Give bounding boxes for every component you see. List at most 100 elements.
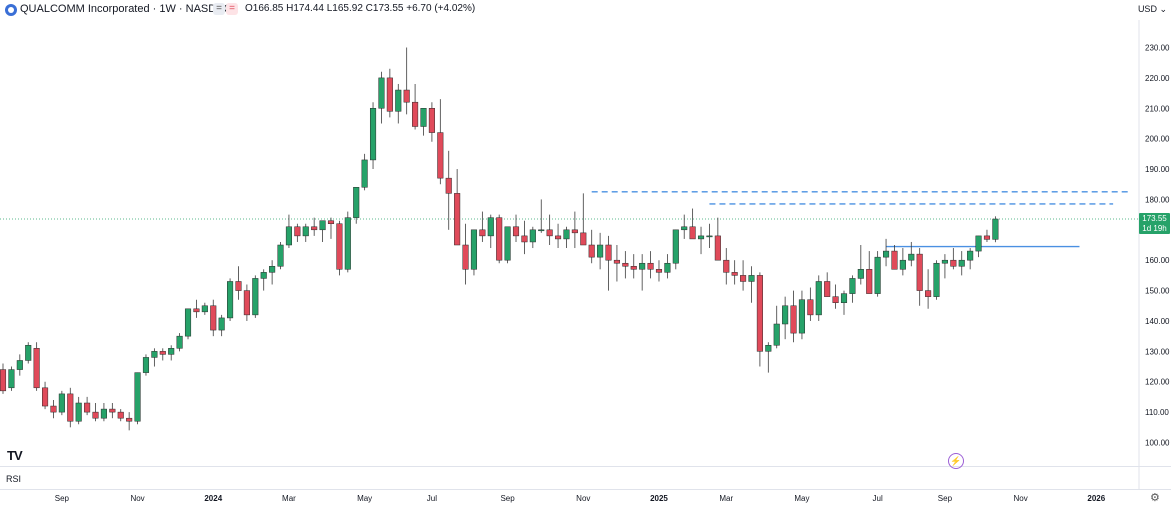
candle [815, 275, 822, 321]
candle [134, 372, 141, 425]
tradingview-logo[interactable]: TV [7, 448, 23, 463]
candle [353, 187, 360, 224]
gear-icon[interactable]: ⚙ [1150, 492, 1160, 504]
candle-body [622, 262, 629, 267]
symbol-title[interactable]: QUALCOMM Incorporated · 1W · NASDAQ [20, 3, 233, 15]
price-tick-label: 130.00 [1145, 347, 1170, 356]
candle-body [613, 259, 620, 264]
candle-body [285, 226, 292, 246]
candle [285, 214, 292, 249]
candle-body [269, 266, 276, 273]
candle [487, 214, 494, 249]
candle [142, 354, 150, 376]
candle [176, 333, 183, 352]
candle-body [420, 108, 427, 127]
candle [866, 251, 873, 294]
candle-body [975, 235, 982, 252]
candle [681, 214, 688, 239]
candle [908, 241, 915, 267]
candle-body [967, 250, 974, 261]
price-axis[interactable]: 100.00 110.00 120.00 130.00 140.00 150.00 160.… [1145, 44, 1170, 448]
level-lines[interactable] [0, 191, 1139, 248]
time-tick-label: May [357, 494, 372, 503]
candle [798, 290, 806, 340]
candle [0, 363, 7, 394]
flash-icon[interactable]: ⚡ [948, 453, 964, 469]
candle [756, 272, 763, 367]
candle-body [50, 405, 57, 413]
time-tick-label: 2024 [204, 494, 222, 503]
candle-body [235, 281, 242, 291]
candle [336, 220, 343, 276]
candle-body [866, 269, 873, 294]
candle [395, 83, 402, 124]
candle-body [58, 393, 65, 413]
candle [479, 211, 486, 242]
candle-body [647, 262, 654, 270]
candle [538, 199, 545, 233]
candle [765, 342, 772, 373]
candle-body [664, 262, 671, 273]
candle [33, 342, 40, 391]
candle-body [142, 357, 150, 373]
candle-body [958, 259, 965, 267]
candle-body [857, 269, 864, 279]
collapse-icon[interactable]: = [213, 3, 225, 15]
candle-body [950, 259, 957, 267]
candle-body [571, 229, 578, 234]
candle [496, 214, 503, 264]
candle-body [294, 226, 301, 237]
candle [748, 266, 755, 303]
candle [689, 208, 696, 240]
candle [67, 387, 74, 428]
candle [269, 260, 276, 285]
candle-body [824, 281, 831, 297]
price-tick-label: 180.00 [1145, 195, 1170, 204]
price-tick-label: 160.00 [1145, 256, 1170, 265]
candle-body [378, 77, 385, 109]
candle [126, 412, 133, 431]
candle-body [563, 229, 570, 240]
candle-body [521, 235, 528, 243]
candle [109, 403, 116, 419]
currency-selector[interactable]: USD ⌄ [1137, 4, 1167, 14]
candle-body [277, 244, 284, 267]
candle [714, 217, 721, 261]
candle [361, 153, 368, 191]
time-tick-label: 2026 [1087, 494, 1105, 503]
candle [546, 214, 553, 245]
time-tick-label: Mar [719, 494, 733, 503]
candle-body [765, 345, 772, 352]
candle [529, 226, 536, 249]
candle [311, 217, 318, 236]
price-tick-label: 230.00 [1145, 44, 1170, 53]
alert-icon[interactable]: = [226, 3, 238, 15]
candle-body [243, 290, 250, 316]
candle [874, 251, 881, 297]
time-tick-label: Sep [500, 494, 515, 503]
candle-body [790, 305, 797, 334]
candle [412, 83, 419, 130]
indicator-pane-label[interactable]: RSI [6, 474, 22, 484]
candle-body [697, 235, 705, 240]
candle [470, 229, 478, 276]
candle-body [916, 253, 923, 291]
candle-body [42, 387, 49, 407]
candle [723, 248, 730, 285]
candle [42, 381, 49, 410]
candle-body [496, 217, 503, 261]
candle-body [782, 305, 789, 325]
time-tick-label: Nov [130, 494, 144, 503]
candle [630, 254, 637, 279]
candle [344, 211, 351, 273]
candle-body [8, 369, 15, 389]
price-tick-label: 150.00 [1145, 287, 1170, 296]
candle [731, 260, 738, 285]
candle-body [925, 290, 932, 297]
candle-body [168, 348, 175, 355]
candle [504, 226, 511, 264]
time-axis[interactable]: Sep Nov 2024 Mar May Jul Sep Nov 2025 Mar May Jul Se… [55, 494, 1106, 503]
candle [210, 299, 217, 337]
candle-body [748, 275, 755, 282]
